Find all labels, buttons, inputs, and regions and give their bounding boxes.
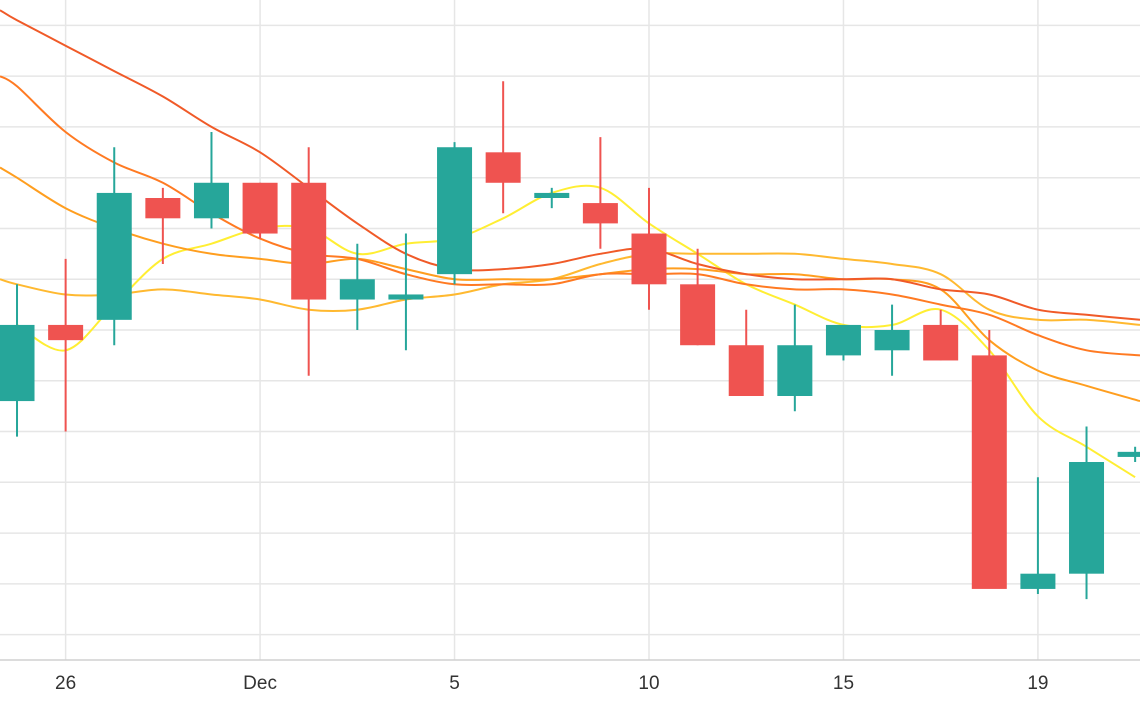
candle-body (437, 147, 473, 275)
candles (0, 81, 1140, 600)
candle-down (291, 147, 327, 376)
candle-up (825, 324, 861, 361)
candle-down (923, 309, 959, 361)
candle-body (582, 203, 618, 224)
candle-body (874, 330, 910, 351)
candle-body (96, 192, 132, 320)
candle-up (0, 284, 35, 437)
candle-up (1117, 446, 1140, 462)
x-tick-label: 19 (1027, 673, 1048, 694)
x-axis-ticks: 26 Dec 5 10 15 19 (55, 673, 1048, 694)
candle-body (777, 345, 813, 396)
candle-body (242, 182, 278, 234)
moving-average-line-5 (0, 9, 1140, 321)
candle-down (728, 309, 764, 396)
candle-down (582, 137, 618, 249)
candle-up (1069, 426, 1105, 600)
candle-up (437, 142, 473, 285)
candle-body (728, 345, 764, 396)
moving-average-line-1 (16, 184, 1136, 479)
candle-body (631, 233, 667, 285)
candle-down (485, 81, 521, 214)
candle-down (971, 330, 1007, 589)
candle-body (1117, 451, 1140, 457)
candle-up (96, 147, 132, 346)
candle-up (777, 304, 813, 412)
x-tick-label: 5 (449, 673, 460, 694)
candle-body (971, 355, 1007, 589)
candle-up (1020, 477, 1056, 594)
x-tick-label: 10 (638, 673, 659, 694)
candle-down (631, 187, 667, 310)
candle-up (874, 304, 910, 376)
x-tick-label: Dec (243, 673, 277, 694)
moving-average-line-4 (0, 75, 1140, 357)
candle-body (339, 279, 375, 300)
candle-body (145, 198, 181, 219)
candle-body (388, 294, 424, 300)
moving-average-line-2 (0, 252, 1140, 326)
candle-body (534, 192, 570, 198)
candle-down (48, 258, 84, 432)
candle-body (485, 152, 521, 183)
candle-up (534, 187, 570, 209)
candle-body (680, 284, 716, 346)
candle-down (242, 182, 278, 239)
candle-body (825, 324, 861, 356)
moving-average-lines (0, 9, 1140, 479)
candle-body (923, 324, 959, 361)
candle-body (193, 182, 229, 219)
candle-body (1069, 462, 1105, 574)
candle-body (1020, 573, 1056, 589)
candle-body (0, 324, 35, 402)
candle-body (48, 324, 84, 341)
candle-up (193, 132, 229, 229)
x-tick-label: 26 (55, 673, 76, 694)
candle-down (145, 187, 181, 264)
x-tick-label: 15 (833, 673, 854, 694)
candle-up (388, 233, 424, 351)
candle-up (339, 243, 375, 330)
candle-down (680, 248, 716, 346)
candle-body (291, 182, 327, 300)
